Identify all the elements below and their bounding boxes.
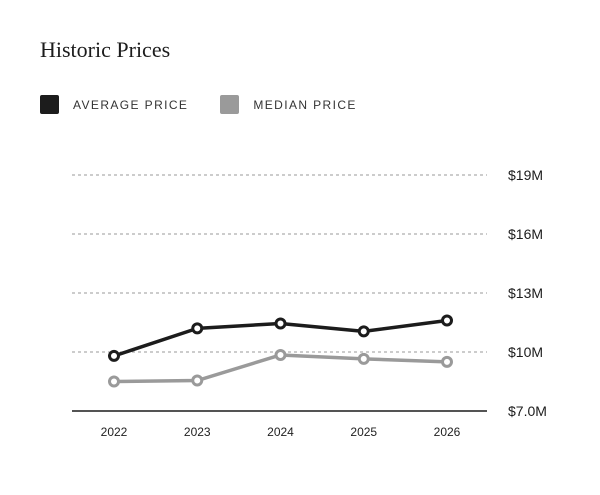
legend-swatch-average — [40, 95, 59, 114]
legend: AVERAGE PRICE MEDIAN PRICE — [40, 95, 389, 114]
x-tick-label: 2026 — [434, 425, 461, 439]
data-point-median — [191, 374, 204, 387]
chart-title: Historic Prices — [40, 37, 171, 62]
legend-item-median: MEDIAN PRICE — [220, 95, 356, 114]
x-tick-label: 2022 — [101, 425, 128, 439]
data-point-average — [274, 317, 287, 330]
x-tick-label: 2023 — [184, 425, 211, 439]
data-point-median — [357, 352, 370, 365]
legend-label-median: MEDIAN PRICE — [253, 97, 357, 112]
legend-label-average: AVERAGE PRICE — [73, 97, 189, 112]
y-tick-label: $7.0M — [508, 403, 547, 419]
y-tick-label: $13M — [508, 285, 543, 301]
data-point-median — [274, 348, 287, 361]
y-tick-label: $10M — [508, 344, 543, 360]
data-point-median — [441, 355, 453, 368]
data-point-median — [108, 375, 120, 388]
data-point-average — [108, 349, 120, 362]
y-tick-label: $16M — [508, 226, 543, 242]
data-point-average — [357, 325, 370, 338]
legend-swatch-median — [220, 95, 240, 114]
legend-item-average: AVERAGE PRICE — [40, 95, 188, 114]
data-point-average — [441, 314, 453, 327]
data-point-average — [191, 322, 204, 335]
y-tick-label: $19M — [508, 167, 543, 183]
x-tick-label: 2024 — [267, 425, 294, 439]
x-tick-label: 2025 — [350, 425, 377, 439]
